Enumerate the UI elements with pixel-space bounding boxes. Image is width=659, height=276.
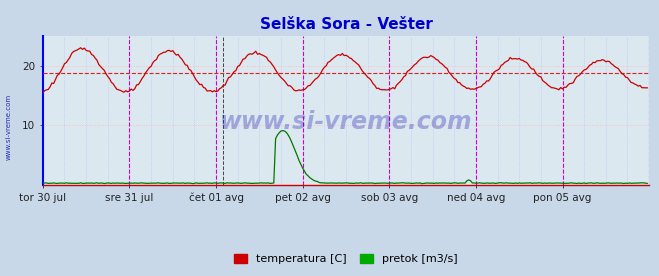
Text: www.si-vreme.com: www.si-vreme.com [5,94,11,160]
Legend: temperatura [C], pretok [m3/s]: temperatura [C], pretok [m3/s] [229,250,463,269]
Text: www.si-vreme.com: www.si-vreme.com [219,110,473,134]
Title: Selška Sora - Vešter: Selška Sora - Vešter [260,17,432,32]
